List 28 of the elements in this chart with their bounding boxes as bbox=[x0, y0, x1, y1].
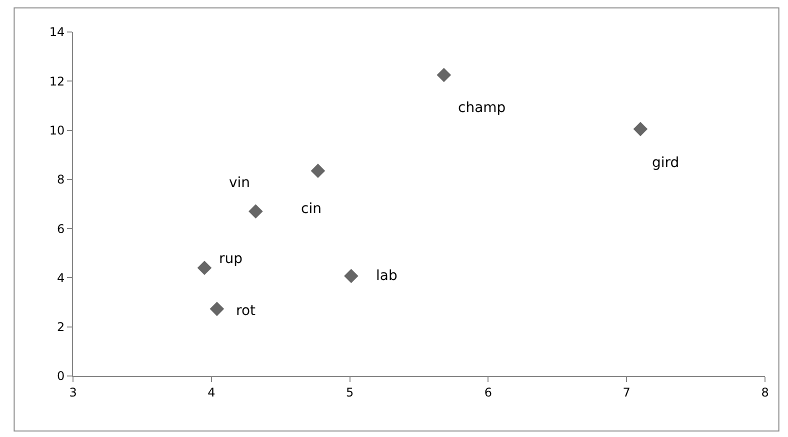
annotation: lab bbox=[376, 268, 398, 284]
y-tick-label: 4 bbox=[56, 270, 65, 285]
annotation: rot bbox=[236, 303, 256, 319]
x-tick-label: 4 bbox=[208, 385, 216, 400]
annotation: champ bbox=[458, 100, 506, 116]
x-tick-label: 6 bbox=[484, 385, 492, 400]
point bbox=[633, 122, 648, 136]
point bbox=[197, 260, 212, 276]
y-tick-label: 0 bbox=[56, 369, 65, 384]
point bbox=[310, 164, 326, 178]
annotation: vin bbox=[229, 175, 250, 191]
annotation: gird bbox=[652, 155, 680, 171]
y-tick-label: 2 bbox=[56, 320, 65, 334]
annotation: rup bbox=[219, 251, 243, 267]
point bbox=[210, 302, 224, 316]
y-tick-label: 10 bbox=[49, 123, 65, 138]
annotation: cin bbox=[301, 201, 322, 217]
point bbox=[436, 68, 452, 82]
point bbox=[248, 204, 263, 219]
x-tick-label: 3 bbox=[69, 385, 77, 400]
y-tick-label: 14 bbox=[49, 25, 65, 40]
point bbox=[344, 268, 358, 284]
y-tick-label: 6 bbox=[56, 222, 65, 236]
x-tick-label: 8 bbox=[761, 385, 769, 400]
y-tick-label: 12 bbox=[49, 74, 65, 88]
x-tick-label: 7 bbox=[622, 385, 630, 400]
x-tick-label: 5 bbox=[346, 385, 354, 400]
y-tick-label: 8 bbox=[56, 172, 65, 187]
